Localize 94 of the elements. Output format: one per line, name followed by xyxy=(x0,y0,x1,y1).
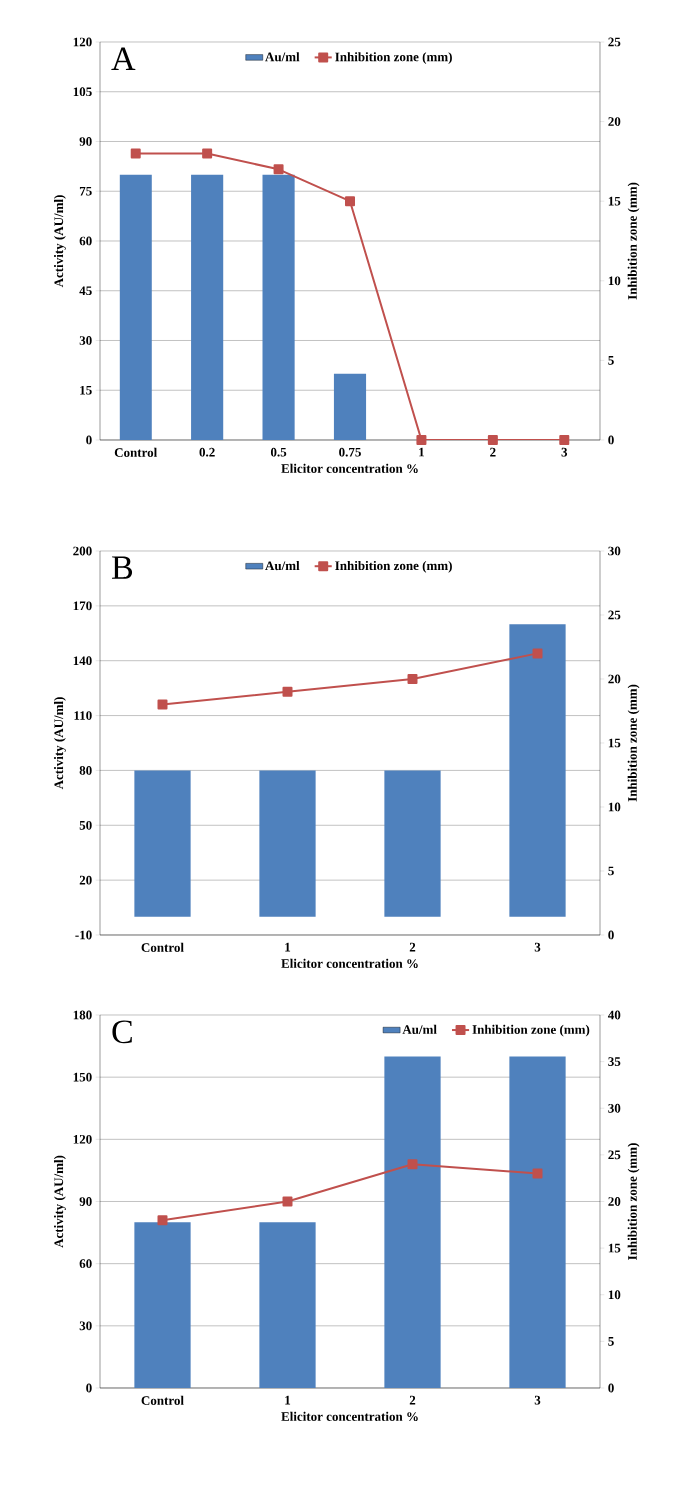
point xyxy=(532,1168,543,1179)
legend-label: Au/ml xyxy=(265,560,300,571)
y-tick-label: 120 xyxy=(73,1134,92,1144)
y2-axis-title: Inhibition zone (mm) xyxy=(627,684,640,802)
point xyxy=(273,164,284,175)
legend-label: Au/ml xyxy=(402,1024,437,1034)
y2-tick-label: 25 xyxy=(608,37,621,47)
y2-tick-label: 15 xyxy=(608,1243,621,1253)
y2-tick-label: 40 xyxy=(607,1010,621,1020)
y-tick-label: 60 xyxy=(79,1259,92,1269)
point xyxy=(559,434,570,445)
x-axis-title: Elicitor concentration % xyxy=(281,463,418,473)
point xyxy=(282,686,293,697)
point xyxy=(416,434,427,445)
y2-axis-title: Inhibition zone (mm) xyxy=(627,182,640,300)
y-tick-label: 200 xyxy=(73,546,92,556)
y-tick-label: 60 xyxy=(79,236,92,246)
x-tick-label: 2 xyxy=(409,942,416,952)
x-tick-label: 0.5 xyxy=(270,447,287,457)
y-tick-label: 80 xyxy=(79,766,92,775)
x-tick-label: 0.2 xyxy=(199,447,215,457)
x-tick-label: 1 xyxy=(285,1395,291,1405)
y-tick-label: 170 xyxy=(73,601,92,611)
y-tick-label: 90 xyxy=(79,137,92,146)
y2-tick-label: 10 xyxy=(608,276,621,286)
y2-tick-label: 20 xyxy=(608,1197,621,1206)
x-tick-label: 2 xyxy=(490,447,496,457)
y2-tick-label: 5 xyxy=(608,356,614,365)
y-tick-label: 120 xyxy=(73,37,92,47)
y-tick-label: 140 xyxy=(73,656,92,666)
y-tick-label: 0 xyxy=(86,435,92,445)
y2-tick-label: 25 xyxy=(608,1150,621,1160)
y2-tick-label: 15 xyxy=(608,196,621,206)
x-tick-label: 2 xyxy=(409,1395,416,1405)
annotation: B xyxy=(112,556,133,579)
y-tick-label: 30 xyxy=(79,1321,92,1331)
x-tick-label: 1 xyxy=(419,447,425,457)
y2-tick-label: 25 xyxy=(608,610,621,620)
x-tick-label: Control xyxy=(114,447,158,457)
x-tick-label: 3 xyxy=(561,447,568,457)
y2-tick-label: 15 xyxy=(608,738,621,748)
point xyxy=(407,1159,418,1170)
point xyxy=(282,1196,293,1207)
x-axis-title: Elicitor concentration % xyxy=(281,958,418,968)
y-tick-label: 45 xyxy=(79,286,92,296)
point xyxy=(345,196,355,207)
y2-tick-label: 10 xyxy=(608,802,621,812)
y-axis-title: Activity (AU/ml) xyxy=(54,697,66,790)
y-axis-title: Activity (AU/ml) xyxy=(54,195,66,288)
annotation: C xyxy=(112,1020,132,1044)
legend-label: Inhibition zone (mm) xyxy=(335,560,452,573)
y-tick-label: 110 xyxy=(74,711,92,720)
x-tick-label: 3 xyxy=(534,942,541,952)
y-tick-label: 50 xyxy=(79,820,92,830)
y2-tick-label: 20 xyxy=(608,117,621,126)
y2-tick-label: 0 xyxy=(608,930,614,940)
point xyxy=(532,648,543,659)
y-tick-label: 75 xyxy=(79,186,92,196)
legend-label: Inhibition zone (mm) xyxy=(472,1024,590,1037)
x-tick-label: 3 xyxy=(534,1395,541,1405)
legend-label: Au/ml xyxy=(265,52,300,62)
y-tick-label: 180 xyxy=(73,1010,92,1020)
legend-label: Inhibition zone (mm) xyxy=(335,52,452,64)
y2-tick-label: 30 xyxy=(608,1103,621,1113)
y-tick-label: 20 xyxy=(79,875,92,885)
y-tick-label: 30 xyxy=(79,336,92,345)
y-tick-label: 90 xyxy=(79,1197,92,1206)
point xyxy=(130,148,141,159)
y-tick-label: 105 xyxy=(73,87,92,97)
y2-axis-title: Inhibition zone (mm) xyxy=(627,1143,640,1260)
point xyxy=(407,673,418,684)
y2-tick-label: 10 xyxy=(608,1290,621,1300)
y2-tick-label: 20 xyxy=(608,674,621,684)
y2-tick-label: 30 xyxy=(608,546,621,556)
y2-tick-label: 5 xyxy=(608,1337,614,1346)
x-axis-title: Elicitor concentration % xyxy=(281,1411,418,1421)
y2-tick-label: 0 xyxy=(608,435,614,445)
point xyxy=(157,699,168,710)
y2-tick-label: 35 xyxy=(608,1057,621,1066)
y2-tick-label: 5 xyxy=(608,866,614,876)
y-tick-label: -10 xyxy=(75,930,92,940)
y-axis-title: Activity (AU/ml) xyxy=(54,1155,66,1248)
point xyxy=(157,1215,168,1226)
y-tick-label: 0 xyxy=(86,1383,92,1393)
point xyxy=(202,148,213,159)
y-tick-label: 15 xyxy=(80,385,92,395)
y-tick-label: 150 xyxy=(73,1072,92,1082)
x-tick-label: 1 xyxy=(285,942,291,952)
annotation: A xyxy=(111,47,136,70)
x-tick-label: 0.75 xyxy=(339,447,361,457)
x-tick-label: Control xyxy=(141,1395,184,1405)
y2-tick-label: 0 xyxy=(608,1383,614,1393)
point xyxy=(487,434,498,445)
x-tick-label: Control xyxy=(141,942,184,952)
